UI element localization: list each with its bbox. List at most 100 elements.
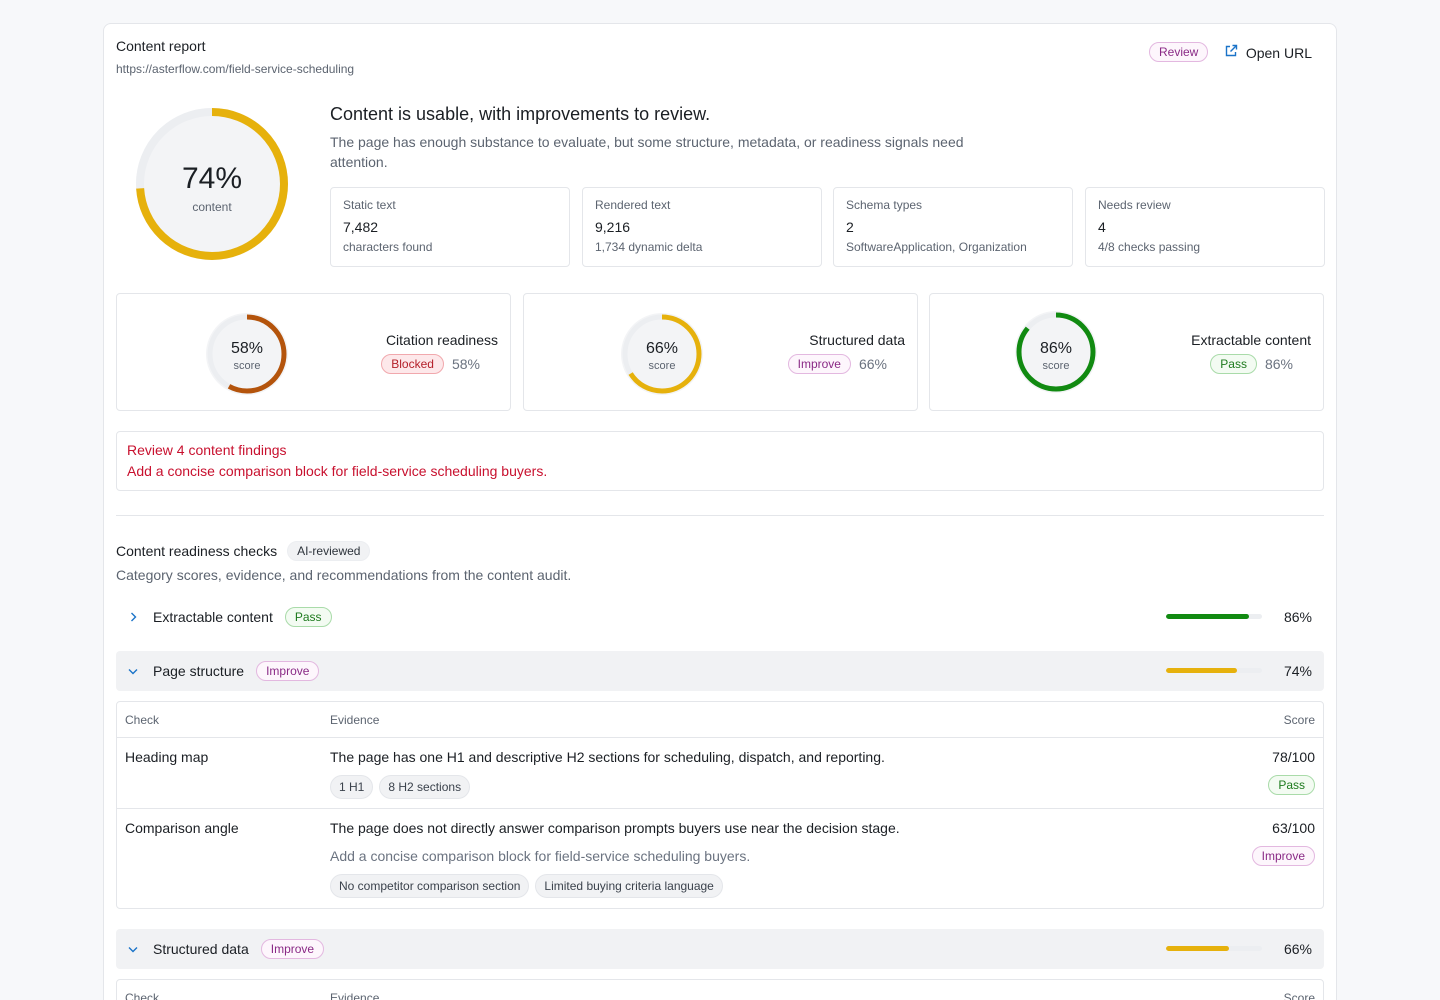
stat-schema-types: Schema types 2 SoftwareApplication, Orga… xyxy=(833,187,1073,267)
score-card-percent: 86% xyxy=(1264,356,1293,372)
structured-score-arc xyxy=(622,314,702,394)
checks-title: Content readiness checks xyxy=(116,543,278,559)
accordion-label: Structured data xyxy=(153,941,249,957)
extractable-score-ring: 86% score xyxy=(1014,310,1098,394)
stat-label: Rendered text xyxy=(595,198,671,212)
score-card-name: Structured data xyxy=(809,332,905,348)
evidence-chip: 8 H2 sections xyxy=(379,775,471,799)
chevron-right-icon[interactable] xyxy=(116,611,150,623)
col-check: Check xyxy=(125,713,160,727)
evidence-chips: 1 H1 8 H2 sections xyxy=(330,775,471,799)
col-score: Score xyxy=(1283,713,1315,727)
accordion-label: Extractable content xyxy=(153,609,273,625)
stat-value: 2 xyxy=(846,219,854,235)
accordion-extractable-content[interactable]: Extractable content Pass 86% xyxy=(116,597,1324,637)
score-card-caption: score xyxy=(233,360,261,372)
accordion-label: Page structure xyxy=(153,663,245,679)
improve-badge: Improve xyxy=(256,661,320,681)
table-header: Check Evidence Score xyxy=(117,702,1323,738)
evidence-chip: No competitor comparison section xyxy=(330,874,530,898)
table-row: Comparison angle The page does not direc… xyxy=(117,809,1323,908)
evidence-chip: 1 H1 xyxy=(330,775,374,799)
page-structure-table: Check Evidence Score Heading map The pag… xyxy=(116,701,1324,909)
summary-description: The page has enough substance to evaluat… xyxy=(330,134,964,170)
stat-value: 4 xyxy=(1098,219,1106,235)
external-link-icon xyxy=(1224,44,1238,61)
score-card-citation-readiness: 58% score Citation readiness Blocked 58% xyxy=(116,293,511,411)
check-recommendation: Add a concise comparison block for field… xyxy=(330,848,751,864)
score-card-status-row: Improve 66% xyxy=(787,354,887,374)
blocked-badge: Blocked xyxy=(381,354,444,374)
score-card-value: 58% xyxy=(230,340,264,357)
score-card-status-row: Pass 86% xyxy=(1210,354,1293,374)
col-evidence: Evidence xyxy=(330,991,380,1000)
stat-value: 9,216 xyxy=(595,219,631,235)
improve-badge: Improve xyxy=(1251,846,1315,866)
score-card-value: 86% xyxy=(1039,340,1073,357)
chevron-down-icon[interactable] xyxy=(116,665,150,677)
check-evidence: The page has one H1 and descriptive H2 s… xyxy=(330,749,885,765)
pass-badge: Pass xyxy=(1210,354,1257,374)
structured-score-ring: 66% score xyxy=(620,312,704,396)
score-card-status-row: Blocked 58% xyxy=(381,354,480,374)
col-evidence: Evidence xyxy=(330,713,380,727)
findings-text: Add a concise comparison block for field… xyxy=(127,463,548,479)
col-check: Check xyxy=(125,991,160,1000)
category-progress-fill xyxy=(1166,946,1230,951)
evidence-chip: Limited buying criteria language xyxy=(535,874,723,898)
overall-score-caption: content xyxy=(192,200,232,214)
check-score: 78/100 xyxy=(1272,749,1315,765)
section-divider xyxy=(116,515,1324,516)
score-card-name: Citation readiness xyxy=(385,332,498,348)
pass-badge: Pass xyxy=(1268,775,1315,795)
open-url-link[interactable]: Open URL xyxy=(1224,44,1312,61)
stat-rendered-text: Rendered text 9,216 1,734 dynamic delta xyxy=(582,187,822,267)
extractable-score-arc xyxy=(1016,312,1096,392)
category-progress-fill xyxy=(1166,614,1249,619)
category-progress-bar xyxy=(1166,668,1262,673)
stat-label: Schema types xyxy=(846,198,923,212)
check-name: Heading map xyxy=(125,749,209,765)
table-header: Check Evidence Score xyxy=(117,980,1323,1000)
structured-data-table: Check Evidence Score xyxy=(116,979,1324,1000)
stat-label: Needs review xyxy=(1098,198,1171,212)
score-card-structured-data: 66% score Structured data Improve 66% xyxy=(523,293,918,411)
category-percent: 86% xyxy=(1283,609,1312,625)
stat-value: 7,482 xyxy=(343,219,379,235)
accordion-structured-data[interactable]: Structured data Improve 66% xyxy=(116,929,1324,969)
stat-sub: characters found xyxy=(343,240,433,254)
pass-badge: Pass xyxy=(284,607,332,627)
category-progress-fill xyxy=(1166,668,1238,673)
open-url-label: Open URL xyxy=(1245,44,1312,61)
accordion-page-structure[interactable]: Page structure Improve 74% xyxy=(116,651,1324,691)
score-card-caption: score xyxy=(1042,360,1070,372)
stat-sub: 4/8 checks passing xyxy=(1098,240,1201,254)
citation-score-ring: 58% score xyxy=(205,312,289,396)
findings-alert: Review 4 content findings Add a concise … xyxy=(116,431,1324,491)
stat-static-text: Static text 7,482 characters found xyxy=(330,187,570,267)
score-card-caption: score xyxy=(648,360,676,372)
score-card-name: Extractable content xyxy=(1191,332,1311,348)
review-status-badge: Review xyxy=(1149,42,1209,62)
score-card-value: 66% xyxy=(645,340,679,357)
chevron-down-icon[interactable] xyxy=(116,943,150,955)
category-progress-bar xyxy=(1166,614,1262,619)
improve-badge: Improve xyxy=(260,939,325,959)
check-name: Comparison angle xyxy=(125,820,239,836)
report-url: https://asterflow.com/field-service-sche… xyxy=(116,62,355,76)
category-percent: 74% xyxy=(1283,663,1312,679)
table-row: Heading map The page has one H1 and desc… xyxy=(117,738,1323,809)
col-score: Score xyxy=(1283,991,1315,1000)
stat-needs-review: Needs review 4 4/8 checks passing xyxy=(1085,187,1325,267)
score-card-percent: 66% xyxy=(858,356,887,372)
improve-badge: Improve xyxy=(787,354,851,374)
score-card-extractable-content: 86% score Extractable content Pass 86% xyxy=(929,293,1324,411)
ai-reviewed-badge: AI-reviewed xyxy=(287,541,371,561)
overall-score-ring: 74% content xyxy=(132,104,292,264)
summary-headline: Content is usable, with improvements to … xyxy=(330,104,711,124)
findings-heading: Review 4 content findings xyxy=(127,442,287,458)
overall-score-value: 74% xyxy=(181,162,243,195)
checks-section-header: Content readiness checks AI-reviewed xyxy=(116,541,371,561)
check-score: 63/100 xyxy=(1272,820,1315,836)
content-report-card: Content report https://asterflow.com/fie… xyxy=(103,23,1337,1000)
